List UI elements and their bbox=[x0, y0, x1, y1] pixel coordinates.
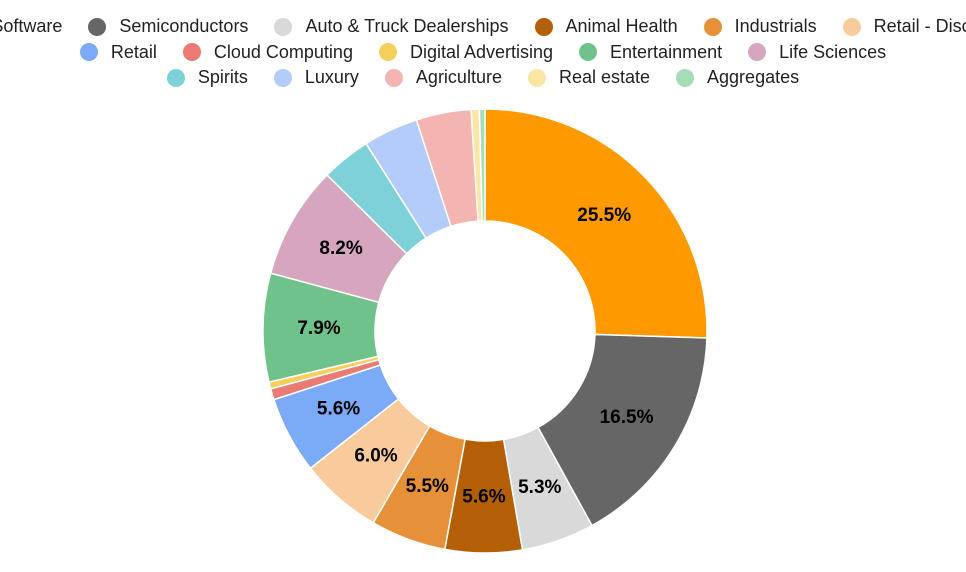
legend-label: Cloud Computing bbox=[213, 41, 353, 62]
legend-item-luxury[interactable]: Luxury bbox=[273, 67, 359, 88]
legend-item-retail[interactable]: Retail bbox=[79, 41, 157, 63]
legend-label: Animal Health bbox=[565, 16, 678, 37]
legend-row: Software Semiconductors Auto & Truck Deale… bbox=[0, 14, 966, 40]
data-label-life-sciences: 8.2% bbox=[319, 238, 362, 259]
chart-legend: Software Semiconductors Auto & Truck Deale… bbox=[0, 14, 966, 91]
legend-swatch bbox=[703, 17, 722, 36]
data-label-industrials: 5.5% bbox=[406, 476, 449, 497]
slice-software[interactable] bbox=[484, 108, 708, 339]
legend-item-industrials[interactable]: Industrials bbox=[703, 16, 817, 37]
legend-row: Retail Cloud Computing Digital Advertising… bbox=[0, 40, 966, 66]
legend-label: Spirits bbox=[197, 67, 248, 88]
legend-swatch bbox=[274, 17, 293, 36]
legend-swatch bbox=[79, 43, 98, 62]
legend-item-retail-discount[interactable]: Retail - Discount bbox=[842, 16, 966, 37]
data-label-retail: 5.6% bbox=[317, 399, 360, 420]
legend-swatch bbox=[182, 43, 201, 62]
legend-swatch bbox=[842, 17, 861, 36]
legend-swatch bbox=[527, 68, 546, 87]
legend-label: Auto & Truck Dealerships bbox=[305, 16, 509, 37]
legend-swatch bbox=[273, 68, 292, 87]
legend-swatch bbox=[676, 68, 695, 87]
legend-label: Industrials bbox=[734, 16, 817, 37]
slice-semiconductors[interactable] bbox=[536, 333, 708, 527]
data-label-software: 25.5% bbox=[577, 205, 631, 226]
legend-item-aggregates[interactable]: Aggregates bbox=[676, 67, 799, 88]
legend-item-software[interactable]: Software bbox=[0, 16, 62, 37]
legend-label: Retail bbox=[110, 41, 157, 62]
legend-item-semiconductors[interactable]: Semiconductors bbox=[88, 16, 248, 37]
legend-label: Life Sciences bbox=[779, 41, 887, 62]
legend-item-agriculture[interactable]: Agriculture bbox=[384, 67, 502, 88]
legend-item-auto-and-truck-dealerships[interactable]: Auto & Truck Dealerships bbox=[274, 16, 509, 37]
legend-swatch bbox=[384, 68, 403, 87]
legend-swatch bbox=[748, 43, 767, 62]
data-label-semiconductors: 16.5% bbox=[600, 407, 654, 428]
legend-swatch bbox=[579, 43, 598, 62]
legend-swatch bbox=[534, 17, 553, 36]
legend-label: Aggregates bbox=[707, 67, 800, 88]
legend-label: Semiconductors bbox=[119, 16, 249, 37]
data-label-animal-health: 5.6% bbox=[462, 486, 505, 507]
legend-swatch bbox=[378, 43, 397, 62]
legend-label: Luxury bbox=[304, 67, 359, 88]
legend-label: Entertainment bbox=[610, 41, 723, 62]
legend-item-entertainment[interactable]: Entertainment bbox=[579, 42, 722, 63]
legend-item-animal-health[interactable]: Animal Health bbox=[534, 16, 678, 37]
legend-label: Agriculture bbox=[415, 67, 502, 88]
legend-item-digital-advertising[interactable]: Digital Advertising bbox=[378, 41, 554, 63]
data-label-retail-discount: 6.0% bbox=[354, 446, 397, 467]
data-label-auto-and-truck-dealerships: 5.3% bbox=[518, 477, 561, 498]
legend-item-life-sciences[interactable]: Life Sciences bbox=[748, 42, 886, 63]
legend-label: Software bbox=[0, 16, 63, 37]
legend-item-spirits[interactable]: Spirits bbox=[166, 67, 248, 88]
legend-label: Digital Advertising bbox=[409, 41, 554, 62]
legend-label: Retail - Discount bbox=[873, 16, 966, 37]
legend-item-cloud-computing[interactable]: Cloud Computing bbox=[182, 41, 353, 63]
legend-label: Real estate bbox=[558, 67, 651, 88]
slice-aggregates[interactable] bbox=[478, 108, 486, 222]
legend-swatch bbox=[166, 68, 185, 87]
legend-swatch bbox=[88, 17, 107, 36]
legend-row: Spirits Luxury Agriculture Real estate Aggre… bbox=[0, 65, 966, 91]
legend-item-real-estate[interactable]: Real estate bbox=[527, 67, 651, 88]
data-label-entertainment: 7.9% bbox=[297, 318, 340, 339]
